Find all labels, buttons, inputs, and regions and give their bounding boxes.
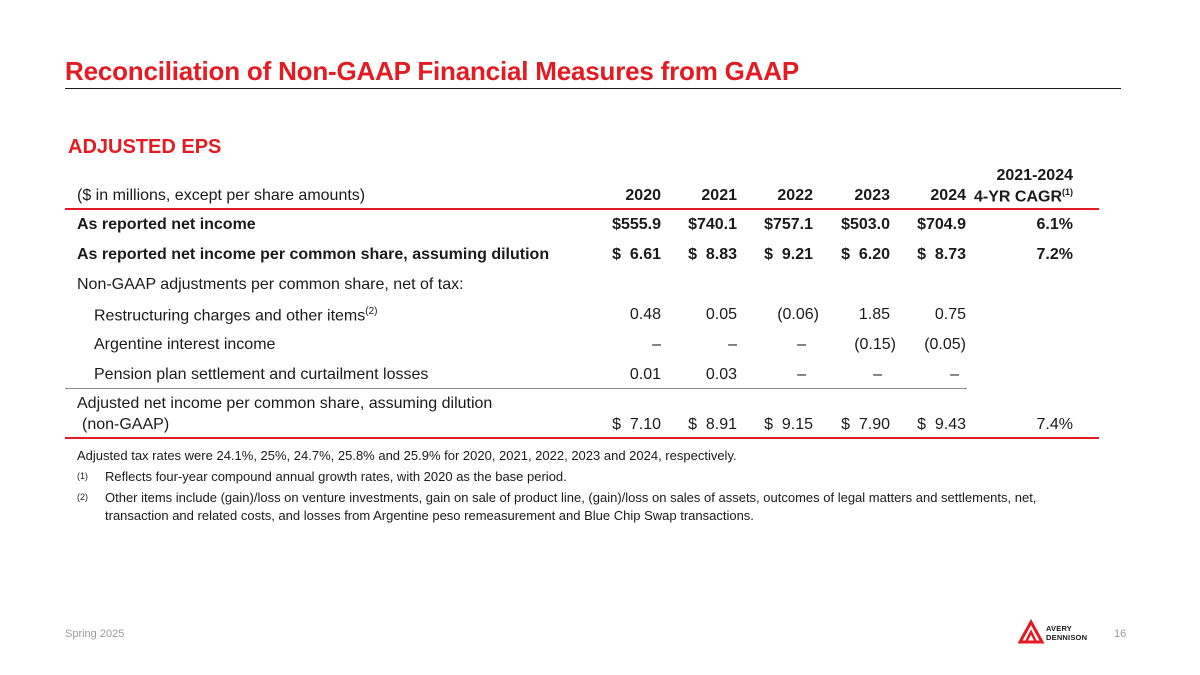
title-divider: [65, 88, 1121, 89]
header-divider: [65, 208, 1099, 210]
table-cell: –: [797, 366, 806, 383]
table-cell: –: [950, 366, 959, 383]
table-cell: $ 7.10: [612, 416, 661, 433]
row-label: Argentine interest income: [94, 336, 276, 353]
table-cell: $ 6.20: [841, 246, 890, 263]
table-cell: 1.85: [858, 306, 890, 323]
table-cell: 0.48: [629, 306, 661, 323]
table-cell: $ 8.83: [688, 246, 737, 263]
footnote-marker: (1): [77, 471, 88, 481]
table-cell: –: [873, 366, 882, 383]
row-label: As reported net income per common share,…: [77, 246, 550, 263]
table-cell: 0.01: [629, 366, 661, 383]
table-cell: 0.03: [705, 366, 737, 383]
footnote-2-line2: transaction and related costs, and losse…: [105, 508, 754, 523]
page-title: Reconciliation of Non-GAAP Financial Mea…: [65, 56, 799, 86]
page-number: 16: [1114, 628, 1127, 640]
row-label-line2: (non-GAAP): [82, 416, 170, 433]
table-cell: $ 8.91: [688, 416, 737, 433]
section-title: ADJUSTED EPS: [68, 136, 222, 158]
table-cell: $ 8.73: [917, 246, 966, 263]
table-cell: $ 9.43: [917, 416, 966, 433]
table-cell: $704.9: [917, 216, 966, 233]
footer-date: Spring 2025: [65, 628, 125, 640]
footnote-marker: (2): [77, 492, 88, 502]
table-cell: (0.15): [854, 336, 896, 353]
cagr-cell: 7.2%: [1036, 246, 1073, 263]
table-cell: –: [728, 336, 737, 353]
table-cell: 0.75: [934, 306, 966, 323]
table-cell: –: [797, 336, 806, 353]
table-cell: $503.0: [841, 216, 890, 233]
row-label: Non-GAAP adjustments per common share, n…: [77, 276, 464, 293]
table-cell: $740.1: [688, 216, 737, 233]
year-header: 2022: [777, 187, 813, 204]
table-cell: $555.9: [612, 216, 661, 233]
row-label: As reported net income: [77, 216, 256, 233]
row-label: Adjusted net income per common share, as…: [77, 395, 493, 412]
table-cell: $ 9.15: [764, 416, 813, 433]
table-caption: ($ in millions, except per share amounts…: [77, 187, 366, 204]
table-cell: (0.05): [924, 336, 966, 353]
table-bottom-divider: [65, 437, 1099, 439]
cagr-cell: 7.4%: [1036, 416, 1073, 433]
subtotal-divider: [65, 388, 967, 389]
row-label: Pension plan settlement and curtailment …: [94, 366, 429, 383]
footnote-1: Reflects four-year compound annual growt…: [105, 469, 567, 484]
table-cell: 0.05: [705, 306, 737, 323]
row-label: Restructuring charges and other items(2): [94, 306, 378, 325]
avery-dennison-logo-icon: [1018, 618, 1045, 644]
cagr-header-line1: 2021-2024: [996, 167, 1073, 184]
cagr-header-line2: 4-YR CAGR(1): [973, 187, 1073, 206]
tax-note: Adjusted tax rates were 24.1%, 25%, 24.7…: [77, 448, 737, 463]
cagr-cell: 6.1%: [1036, 216, 1073, 233]
table-cell: $ 9.21: [764, 246, 813, 263]
table-cell: $ 7.90: [841, 416, 890, 433]
footnote-2-line1: Other items include (gain)/loss on ventu…: [105, 490, 1037, 505]
logo-text-line1: AVERY: [1046, 624, 1073, 633]
logo-text-line2: DENNISON: [1046, 633, 1088, 642]
table-cell: –: [652, 336, 661, 353]
table-cell: $ 6.61: [612, 246, 661, 263]
table-cell: (0.06): [777, 306, 819, 323]
year-header: 2020: [625, 187, 661, 204]
year-header: 2021: [701, 187, 737, 204]
table-cell: $757.1: [764, 216, 813, 233]
year-header: 2023: [854, 187, 890, 204]
year-header: 2024: [930, 187, 966, 204]
